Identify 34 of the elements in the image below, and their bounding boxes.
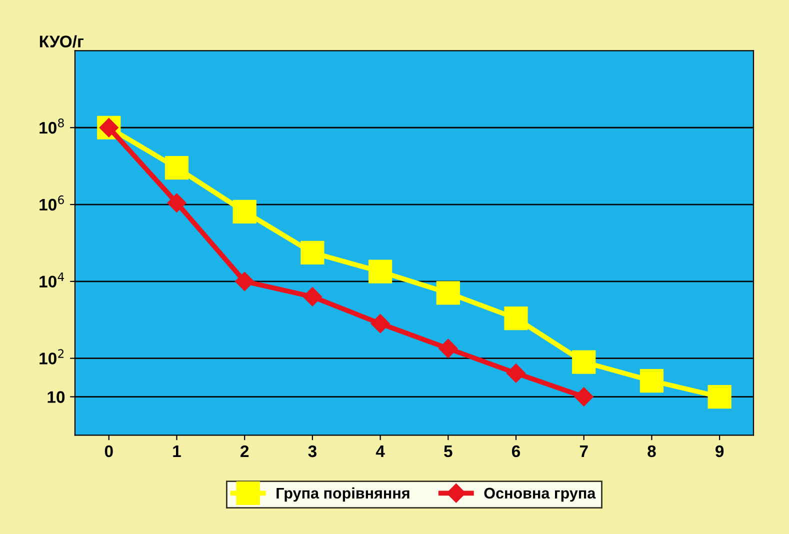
point [370, 314, 390, 334]
point [235, 272, 254, 291]
x-tick-label: 5 [444, 446, 452, 458]
point [232, 200, 256, 224]
x-tick-label: 0 [104, 445, 113, 458]
point [167, 193, 186, 212]
point [436, 281, 460, 305]
y-tick-label: 10$^{2}$ [40, 349, 64, 364]
y-tick-label: 10$^{4}$ [40, 272, 64, 288]
x-tick-label: 4 [376, 446, 385, 458]
x-tick-label: 9 [716, 445, 724, 458]
x-tick-label: 1 [173, 446, 181, 458]
x-tick-label: 8 [648, 445, 656, 458]
point [504, 306, 528, 330]
y-tick-label: 10$^{8}$ [40, 118, 64, 134]
point [300, 240, 324, 264]
point [164, 156, 189, 180]
legend-label: Основна група [484, 488, 596, 502]
x-tick-label: 3 [308, 445, 316, 458]
point [506, 364, 526, 383]
point [640, 369, 664, 393]
y-tick-label: 10 [48, 391, 65, 403]
point [572, 350, 596, 374]
x-tick-label: 6 [512, 445, 520, 458]
legend-label: Група порівняння [276, 487, 410, 502]
y-tick-label: 10$^{6}$ [40, 195, 64, 211]
point [438, 338, 458, 358]
point [368, 260, 392, 284]
point [708, 384, 732, 409]
x-tick-label: 7 [580, 446, 588, 458]
y-axis-title: КУО/г [40, 35, 84, 48]
point [302, 287, 322, 306]
x-tick-label: 2 [240, 445, 249, 458]
point [574, 387, 594, 406]
